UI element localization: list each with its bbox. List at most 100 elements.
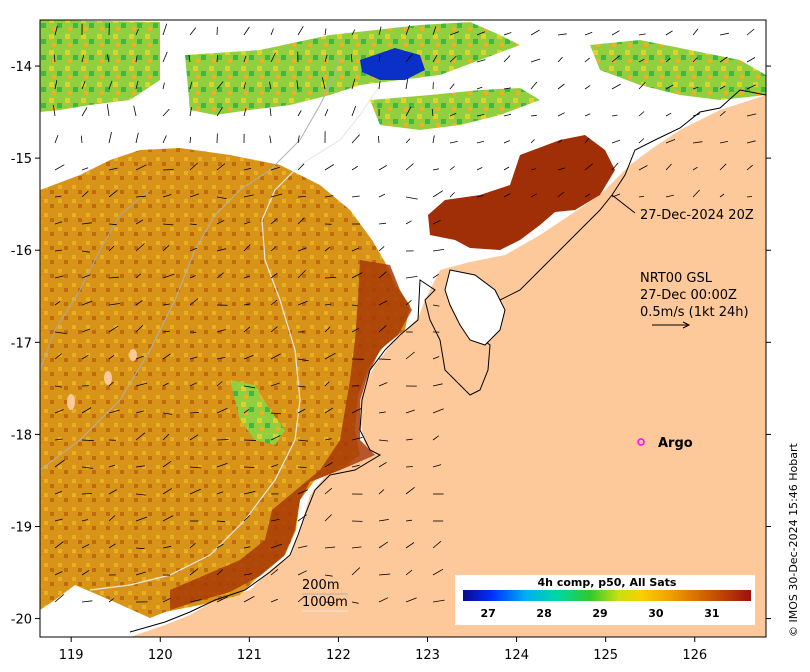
current-vector [189, 488, 201, 495]
current-vector [270, 218, 278, 225]
current-vector [243, 275, 250, 279]
current-vector [243, 167, 252, 171]
current-vector [54, 164, 65, 171]
current-vector [584, 113, 591, 117]
current-vector [665, 57, 671, 63]
current-vector [746, 140, 756, 144]
current-vector [216, 462, 228, 468]
current-vector [269, 135, 272, 144]
current-vector [54, 221, 63, 225]
contour-200m-line [40, 189, 151, 371]
current-vector [297, 545, 308, 549]
current-vector [432, 408, 444, 414]
current-vector [54, 541, 64, 549]
current-vector [432, 54, 438, 63]
current-vector [81, 222, 92, 225]
current-vector [324, 462, 333, 468]
current-vector [162, 353, 171, 360]
current-vector [108, 303, 121, 306]
current-vector [216, 81, 224, 90]
current-vector [270, 598, 278, 603]
current-vector [270, 412, 282, 415]
current-vector [324, 438, 332, 441]
current-vector [324, 352, 336, 360]
current-vector [54, 594, 64, 603]
current-vector [243, 26, 250, 36]
current-vector [557, 139, 563, 144]
current-vector [243, 303, 251, 306]
current-vector [324, 164, 335, 171]
current-vector [405, 77, 409, 90]
current-vector [719, 32, 729, 36]
current-vector [162, 597, 171, 603]
current-vector [270, 326, 278, 333]
current-vector [324, 28, 327, 36]
current-vector [270, 28, 274, 36]
colorbar-tick-label: 29 [592, 607, 607, 620]
current-vector [746, 28, 755, 36]
current-vector [135, 325, 144, 333]
current-vector [557, 167, 566, 171]
colorbar-tick-label: 27 [481, 607, 496, 620]
current-vector [405, 53, 413, 63]
current-vector [135, 571, 146, 576]
current-vector [405, 597, 417, 603]
colorbar-tick-label: 31 [704, 607, 719, 620]
current-vector [351, 78, 356, 90]
current-vector [351, 464, 360, 468]
colorbar-title: 4h comp, p50, All Sats [538, 576, 677, 589]
current-vector [405, 466, 413, 468]
current-vector [216, 381, 223, 387]
current-vector [378, 300, 388, 306]
current-vector [665, 112, 672, 117]
current-vector [243, 244, 251, 252]
current-vector [162, 23, 168, 36]
current-vector [297, 439, 309, 442]
current-vector [108, 409, 120, 414]
current-vector [108, 325, 119, 333]
current-vector [54, 571, 63, 576]
current-vector [432, 383, 443, 387]
current-vector [108, 515, 116, 522]
current-vector [503, 32, 512, 36]
y-tick-label: -14 [11, 60, 32, 75]
current-vector [135, 28, 139, 36]
current-vector [297, 163, 305, 171]
current-vector [189, 27, 197, 36]
current-vector [81, 600, 93, 603]
current-vector [324, 108, 329, 117]
x-tick-label: 121 [237, 648, 262, 663]
current-vector [243, 546, 251, 549]
current-vector [405, 24, 410, 36]
current-vector [449, 83, 455, 90]
current-vector [81, 354, 89, 360]
current-vector [81, 493, 92, 495]
current-vector [584, 163, 593, 171]
current-vector [432, 599, 445, 603]
y-axis: -14 -15 -16 -17 -18 -19 -20 [11, 60, 771, 628]
current-vector [108, 80, 113, 90]
current-vector [80, 135, 83, 144]
current-vector [54, 275, 64, 279]
current-vector [270, 435, 281, 441]
current-vector [746, 113, 757, 117]
current-vector [324, 487, 333, 495]
current-vector [324, 246, 331, 252]
current-vector [530, 58, 541, 63]
current-vector [719, 193, 725, 198]
current-vector [530, 193, 537, 198]
current-vector [297, 270, 306, 279]
current-vector [108, 189, 118, 198]
current-vector [351, 272, 363, 279]
colorbar-tick-label: 30 [648, 607, 664, 620]
current-vector [297, 595, 305, 603]
current-vector [324, 381, 330, 387]
current-vector [216, 439, 229, 441]
current-vector [638, 111, 645, 117]
current-vector [378, 325, 387, 333]
current-vector [81, 300, 93, 306]
current-vector [405, 276, 418, 279]
current-vector [378, 439, 389, 442]
current-vector [611, 162, 619, 171]
current-vector [351, 601, 359, 604]
